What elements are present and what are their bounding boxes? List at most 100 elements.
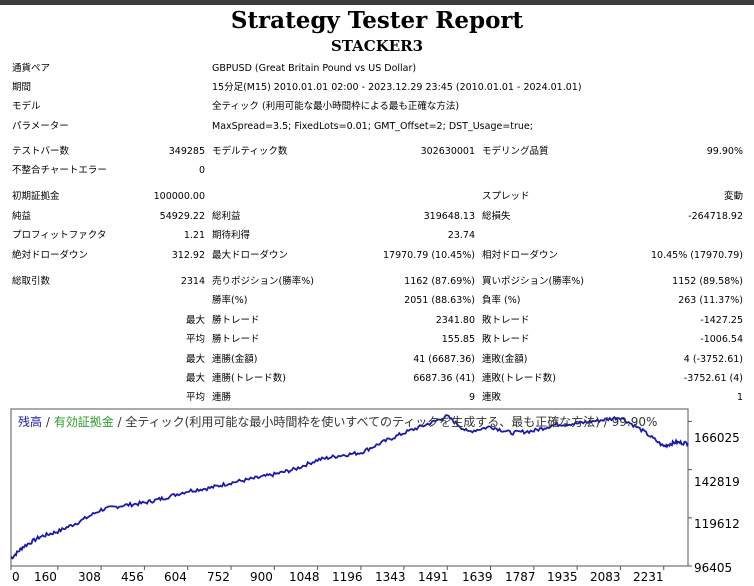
- x-tick-label: 1787: [505, 570, 536, 584]
- legend-sep-1: /: [42, 415, 54, 429]
- x-tick-label: 1639: [462, 570, 493, 584]
- conspl-value: -3752.61 (4): [683, 373, 743, 384]
- report-title: Strategy Tester Report: [230, 7, 524, 34]
- mismatch-value: 0: [198, 165, 205, 176]
- absdd-label: 絶対ドローダウン: [12, 250, 89, 261]
- avgwin-value: 155.85: [441, 334, 475, 345]
- symbol-value: GBPUSD (Great Britain Pound vs US Dollar…: [212, 63, 417, 74]
- y-tick-label: 96405: [694, 561, 733, 575]
- x-tick-label: 1491: [418, 570, 449, 584]
- trades-label: 総取引数: [12, 276, 51, 287]
- avgloss-label: 敗トレード: [482, 334, 530, 345]
- deposit-value: 100000.00: [153, 191, 205, 202]
- maxwin-label: 勝トレード: [212, 315, 260, 326]
- deposit-row: 初期証拠金 100000.00 スプレッド 変動: [0, 189, 754, 205]
- y-tick-label: 142819: [694, 475, 740, 489]
- grossprofit-label: 総利益: [212, 211, 241, 222]
- payoff-label: 期待利得: [212, 230, 251, 241]
- x-tick-label: 160: [34, 570, 57, 584]
- maxdd-label: 最大ドローダウン: [212, 250, 289, 261]
- netprofit-value: 54929.22: [159, 211, 205, 222]
- grossprofit-value: 319648.13: [423, 211, 475, 222]
- deposit-label: 初期証拠金: [12, 191, 60, 202]
- ticks-label: モデルティック数: [212, 146, 288, 157]
- bars-value: 349285: [168, 146, 205, 157]
- params-label: パラメーター: [12, 121, 69, 132]
- winrate-label: 勝率(%): [212, 295, 248, 306]
- drawdown-row: 絶対ドローダウン 312.92 最大ドローダウン 17970.79 (10.45…: [0, 248, 754, 264]
- avg-trade-row: 平均 勝トレード 155.85 敗トレード -1006.54: [0, 332, 754, 348]
- avgcw-label: 連勝: [212, 392, 232, 403]
- winrate-row: 勝率(%) 2051 (88.63%) 負率 (%) 263 (11.37%): [0, 293, 754, 309]
- consw-label: 連勝(金額): [212, 354, 258, 365]
- reldd-value: 10.45% (17970.79): [651, 250, 743, 261]
- netprofit-label: 純益: [12, 211, 32, 222]
- avg-consecutive-row: 平均 連勝 9 連敗 1: [0, 390, 754, 406]
- spread-value: 変動: [723, 191, 743, 202]
- mismatch-row: 不整合チャートエラー 0: [0, 163, 754, 179]
- trades-row: 総取引数 2314 売りポジション(勝率%) 1162 (87.69%) 買いポ…: [0, 274, 754, 290]
- maxloss-label: 敗トレード: [482, 315, 530, 326]
- balance-chart: [10, 408, 692, 570]
- profit-row: 純益 54929.22 総利益 319648.13 総損失 -264718.92: [0, 209, 754, 225]
- x-tick-label: 456: [121, 570, 144, 584]
- max-label-2: 最大: [185, 354, 205, 365]
- chart-legend: 残高 / 有効証拠金 / 全ティック(利用可能な最小時間枠を使いすべてのティック…: [18, 413, 657, 430]
- x-tick-label: 900: [250, 570, 273, 584]
- winrate-value: 2051 (88.63%): [404, 295, 475, 306]
- chart-grid: [10, 420, 692, 570]
- spread-label: スプレッド: [482, 191, 530, 202]
- long-label: 買いポジション(勝率%): [482, 276, 584, 287]
- avgcl-label: 連敗: [482, 392, 502, 403]
- x-tick-label: 1196: [332, 570, 363, 584]
- maxloss-value: -1427.25: [700, 315, 743, 326]
- long-value: 1152 (89.58%): [672, 276, 743, 287]
- lossrate-value: 263 (11.37%): [678, 295, 743, 306]
- ticks-value: 302630001: [420, 146, 475, 157]
- short-label: 売りポジション(勝率%): [212, 276, 314, 287]
- max-label-3: 最大: [185, 373, 205, 384]
- max-trade-row: 最大 勝トレード 2341.80 敗トレード -1427.25: [0, 313, 754, 329]
- legend-balance: 残高: [18, 415, 43, 429]
- x-tick-label: 308: [78, 570, 101, 584]
- mismatch-label: 不整合チャートエラー: [12, 165, 107, 176]
- consecutive-profit-row: 最大 連勝(トレード数) 6687.36 (41) 連敗(トレード数) -375…: [0, 371, 754, 387]
- bars-label: テストバー数: [12, 146, 70, 157]
- pf-label: プロフィットファクタ: [12, 230, 107, 241]
- quality-label: モデリング品質: [482, 146, 549, 157]
- avgcl-value: 1: [736, 392, 743, 403]
- trades-value: 2314: [180, 276, 205, 287]
- expert-name: STACKER3: [330, 37, 424, 55]
- pf-value: 1.21: [183, 230, 205, 241]
- avgwin-label: 勝トレード: [212, 334, 260, 345]
- y-tick-label: 119612: [694, 517, 740, 531]
- top-border: [0, 0, 754, 5]
- params-row: パラメーター MaxSpread=3.5; FixedLots=0.01; GM…: [0, 119, 754, 135]
- consl-label: 連敗(金額): [482, 354, 528, 365]
- params-value: MaxSpread=3.5; FixedLots=0.01; GMT_Offse…: [212, 121, 533, 132]
- bars-row: テストバー数 349285 モデルティック数 302630001 モデリング品質…: [0, 144, 754, 160]
- plot-frame: [10, 408, 689, 567]
- quality-value: 99.90%: [706, 146, 743, 157]
- x-tick-label: 1343: [375, 570, 406, 584]
- x-tick-label: 1935: [547, 570, 578, 584]
- grossloss-value: -264718.92: [688, 211, 743, 222]
- reldd-label: 相対ドローダウン: [482, 250, 559, 261]
- maxwin-value: 2341.80: [435, 315, 475, 326]
- symbol-label: 通貨ペア: [12, 63, 51, 74]
- legend-equity: 有効証拠金: [53, 415, 114, 429]
- x-tick-label: 752: [207, 570, 230, 584]
- avgcw-value: 9: [468, 392, 475, 403]
- short-value: 1162 (87.69%): [404, 276, 475, 287]
- grossloss-label: 総損失: [482, 211, 511, 222]
- x-tick-label: 2231: [633, 570, 664, 584]
- period-label: 期間: [12, 82, 32, 93]
- model-row: モデル 全ティック (利用可能な最小時間枠による最も正確な方法): [0, 99, 754, 115]
- avg-label-2: 平均: [185, 392, 205, 403]
- model-label: モデル: [12, 101, 41, 112]
- absdd-value: 312.92: [171, 250, 205, 261]
- legend-model: / 全ティック(利用可能な最小時間枠を使いすべてのティックを生成する、最も正確な…: [113, 415, 658, 429]
- balance-line: [10, 414, 689, 560]
- conspl-label: 連敗(トレード数): [482, 373, 556, 384]
- consecutive-amount-row: 最大 連勝(金額) 41 (6687.36) 連敗(金額) 4 (-3752.6…: [0, 352, 754, 368]
